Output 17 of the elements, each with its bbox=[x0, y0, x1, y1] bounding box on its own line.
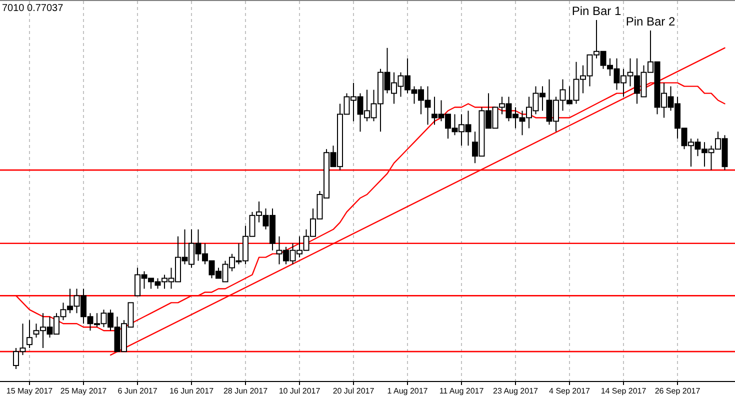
x-tick-label: 28 Jun 2017 bbox=[223, 386, 268, 396]
x-tick-label: 10 Jul 2017 bbox=[278, 386, 321, 396]
text: 7010 0.77037 bbox=[2, 3, 64, 14]
x-tick-label: 20 Jul 2017 bbox=[332, 386, 375, 396]
x-tick-label: 1 Aug 2017 bbox=[387, 386, 428, 396]
annotation: Pin Bar 2 bbox=[626, 14, 676, 28]
x-tick-label: 11 Aug 2017 bbox=[439, 386, 484, 396]
x-tick-label: 6 Jun 2017 bbox=[118, 386, 158, 396]
x-tick-label: 25 May 2017 bbox=[60, 386, 108, 396]
x-tick-label: 26 Sep 2017 bbox=[654, 386, 701, 396]
x-tick-label: 23 Aug 2017 bbox=[493, 386, 539, 396]
x-tick-label: 4 Sep 2017 bbox=[549, 386, 591, 396]
annotation: Pin Bar 1 bbox=[572, 4, 622, 18]
candlestick bbox=[26, 320, 32, 349]
x-tick-label: 16 Jun 2017 bbox=[169, 386, 214, 396]
x-tick-label: 15 May 2017 bbox=[6, 386, 54, 396]
x-tick-label: 14 Sep 2017 bbox=[600, 386, 647, 396]
